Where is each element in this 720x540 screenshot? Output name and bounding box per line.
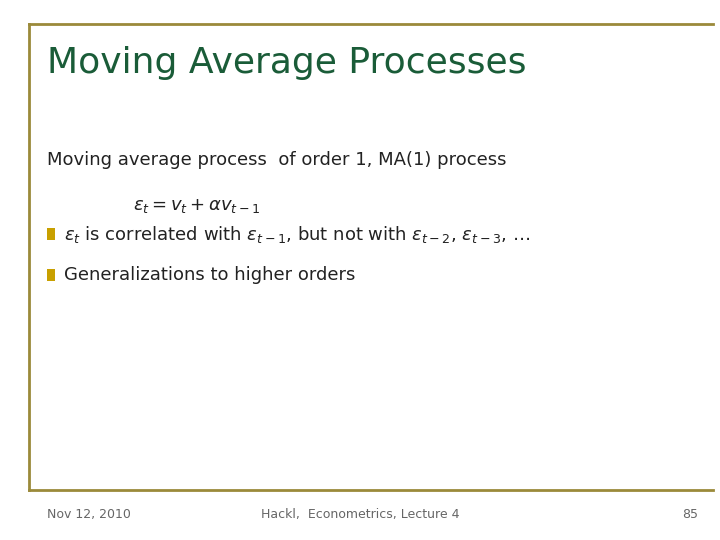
Text: Generalizations to higher orders: Generalizations to higher orders	[64, 266, 356, 284]
Bar	[47, 269, 55, 281]
Text: Moving average process  of order 1, MA(1) process: Moving average process of order 1, MA(1)…	[47, 151, 506, 169]
Text: Hackl,  Econometrics, Lecture 4: Hackl, Econometrics, Lecture 4	[261, 508, 459, 521]
Text: $\varepsilon_t$ is correlated with $\varepsilon_{t-1}$, but not with $\varepsilo: $\varepsilon_t$ is correlated with $\var…	[64, 224, 530, 245]
Text: Moving Average Processes: Moving Average Processes	[47, 46, 526, 80]
Bar	[47, 228, 55, 240]
Text: 85: 85	[683, 508, 698, 521]
Text: Nov 12, 2010: Nov 12, 2010	[47, 508, 130, 521]
Text: $\varepsilon_t = v_t + \alpha v_{t-1}$: $\varepsilon_t = v_t + \alpha v_{t-1}$	[133, 197, 261, 215]
